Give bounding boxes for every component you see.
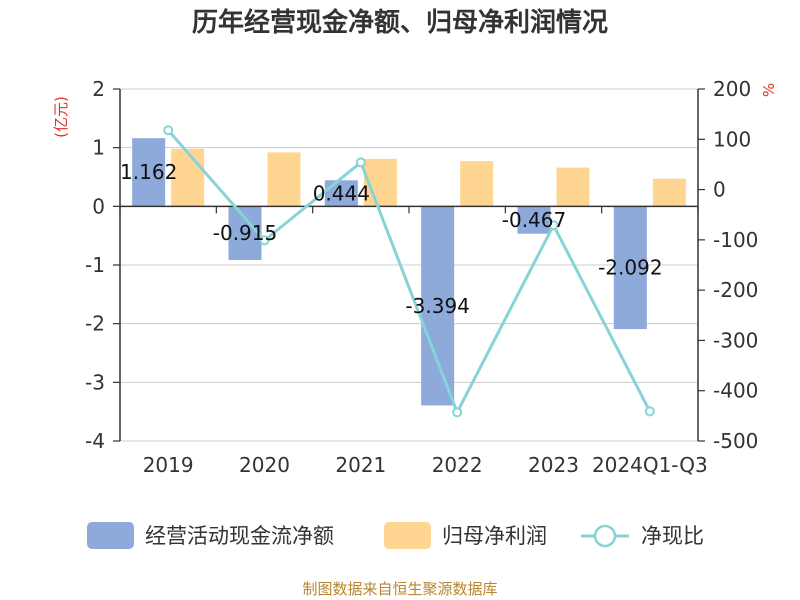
x-tick-label: 2024Q1-Q3 [592, 453, 708, 477]
cashflow-value-label: -0.467 [502, 208, 566, 232]
legend-label-netprofit: 归母净利润 [442, 524, 547, 548]
left-tick-label: 0 [92, 194, 105, 218]
ratio-point [548, 220, 559, 231]
cashflow-value-label: -0.915 [213, 221, 277, 245]
ratio-line [163, 125, 655, 418]
bar-cashflow [324, 180, 358, 207]
right-tick-label: -400 [713, 379, 758, 403]
left-tick-label: 1 [92, 136, 105, 160]
right-tick-label: -100 [713, 228, 758, 252]
bar-netprofit [556, 167, 590, 207]
left-tick-label: -4 [85, 429, 105, 453]
bar-cashflow [517, 206, 551, 234]
right-tick-label: 100 [713, 127, 751, 151]
data-labels: 1.162 -0.915 0.444 -3.394 -0.467 -2.092 [120, 160, 663, 318]
legend-marker-ratio [593, 524, 617, 548]
bar-cashflow [228, 206, 262, 261]
legend-swatch-netprofit [384, 522, 431, 549]
right-axis-unit: % [760, 83, 778, 97]
left-axis-unit: (亿元) [52, 96, 70, 138]
legend-swatch-cashflow [87, 522, 134, 549]
left-tick-label: -1 [85, 253, 105, 277]
left-tick-label: -2 [85, 312, 105, 336]
ratio-series-line [167, 129, 652, 416]
x-tick-label: 2019 [143, 453, 194, 477]
x-tick-label: 2022 [432, 453, 483, 477]
x-tick-label: 2020 [239, 453, 290, 477]
cashflow-value-label: -3.394 [405, 294, 469, 318]
cashflow-value-label: 0.444 [313, 181, 370, 205]
ratio-point [163, 125, 174, 136]
bar-netprofit [460, 161, 494, 207]
axes [113, 88, 705, 442]
x-tick-label: 2021 [335, 453, 386, 477]
bar-netprofit [171, 148, 205, 207]
x-tick-label: 2023 [528, 453, 579, 477]
legend: 经营活动现金流净额 归母净利润 净现比 [87, 522, 704, 549]
bars [132, 138, 686, 406]
right-tick-label: -200 [713, 278, 758, 302]
ratio-point [452, 407, 463, 418]
bar-netprofit [652, 178, 686, 207]
data-source-note: 制图数据来自恒生聚源数据库 [302, 580, 497, 598]
right-tick-label: 200 [713, 77, 751, 101]
ratio-point [644, 406, 655, 417]
ratio-point [355, 157, 366, 168]
ratio-point [259, 235, 270, 246]
bar-netprofit [267, 152, 301, 207]
bar-cashflow [132, 138, 166, 207]
left-tick-label: -3 [85, 370, 105, 394]
legend-label-ratio: 净现比 [641, 524, 704, 548]
right-tick-label: -500 [713, 429, 758, 453]
cashflow-value-label: -2.092 [598, 256, 662, 280]
bar-cashflow [421, 206, 455, 406]
legend-label-cashflow: 经营活动现金流净额 [145, 524, 334, 548]
right-tick-label: 0 [713, 178, 726, 202]
tick-labels: 210-1-2-3-42001000-100-200-300-400-50020… [85, 77, 758, 477]
left-tick-label: 2 [92, 77, 105, 101]
cashflow-value-label: 1.162 [120, 160, 177, 184]
right-tick-label: -300 [713, 328, 758, 352]
chart-title: 历年经营现金净额、归母净利润情况 [192, 7, 608, 38]
bar-cashflow [613, 206, 647, 330]
